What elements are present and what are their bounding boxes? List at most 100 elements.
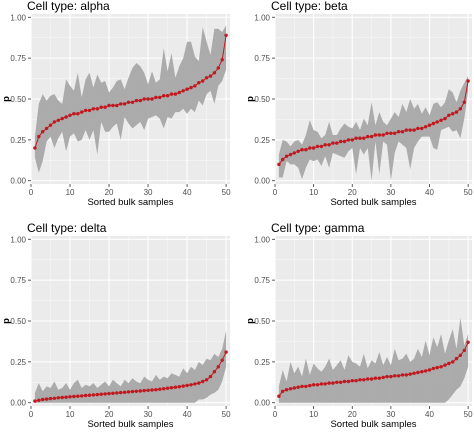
data-point — [150, 97, 154, 101]
data-point — [103, 105, 107, 109]
data-point — [95, 107, 100, 111]
data-point — [99, 392, 103, 396]
data-point — [373, 133, 378, 137]
data-point — [146, 388, 150, 392]
data-point — [165, 386, 170, 390]
y-tick-label: 0.00 — [254, 399, 270, 408]
data-point — [427, 368, 432, 372]
y-tick-label: 0.25 — [254, 136, 270, 145]
data-point — [443, 116, 447, 121]
y-tick-label: 0.25 — [10, 358, 26, 367]
data-point — [87, 108, 92, 113]
data-point — [76, 394, 80, 398]
data-point — [142, 97, 146, 101]
data-point — [44, 126, 49, 131]
data-point — [451, 360, 455, 364]
data-point — [346, 138, 351, 142]
x-tick-label: 20 — [105, 410, 114, 419]
data-point — [122, 390, 127, 394]
y-tick-label: 0.50 — [254, 317, 270, 326]
data-point — [189, 383, 193, 387]
data-point — [185, 87, 189, 91]
data-point — [165, 94, 170, 98]
data-point — [204, 378, 209, 382]
data-point — [41, 397, 45, 402]
data-point — [80, 394, 84, 398]
y-tick-label: 0.50 — [10, 317, 26, 326]
data-point — [224, 33, 228, 37]
data-point — [91, 393, 96, 397]
y-tick-label: 0.00 — [10, 399, 26, 408]
data-point — [146, 97, 150, 101]
data-point — [126, 100, 131, 105]
data-point — [281, 157, 285, 162]
data-point — [201, 79, 205, 83]
data-point — [126, 390, 131, 394]
data-point — [288, 152, 293, 157]
data-point — [354, 379, 358, 383]
data-point — [173, 385, 178, 389]
data-point — [335, 380, 339, 384]
y-axis-title: p — [245, 318, 256, 324]
panel-title: Cell type: alpha — [27, 0, 110, 13]
data-point — [396, 374, 401, 378]
data-point — [201, 379, 205, 384]
data-point — [451, 112, 455, 116]
data-point — [400, 130, 405, 134]
data-point — [44, 397, 49, 401]
data-point — [216, 66, 220, 70]
x-tick-label: 30 — [386, 410, 395, 419]
data-point — [284, 154, 289, 158]
data-point — [224, 350, 228, 354]
data-point — [154, 388, 158, 392]
data-point — [412, 128, 416, 132]
data-point — [447, 113, 451, 118]
data-point — [339, 139, 343, 144]
x-axis-title: Sorted bulk samples — [87, 197, 173, 208]
data-point — [284, 388, 289, 392]
y-tick-label: 0.25 — [10, 136, 26, 145]
x-tick-label: 40 — [425, 410, 434, 419]
x-tick-label: 30 — [144, 410, 153, 419]
data-point — [327, 143, 331, 147]
data-point — [220, 58, 224, 62]
y-tick-label: 1.00 — [254, 235, 270, 244]
data-point — [162, 94, 166, 98]
data-point — [193, 84, 197, 88]
data-point — [95, 392, 100, 397]
data-point — [331, 141, 335, 145]
data-point — [466, 79, 470, 83]
data-point — [48, 123, 53, 127]
y-axis-title: p — [245, 96, 256, 102]
data-point — [431, 121, 436, 126]
x-tick-label: 10 — [66, 188, 75, 197]
x-tick-label: 20 — [105, 188, 114, 197]
x-tick-label: 30 — [144, 188, 153, 197]
data-point — [400, 373, 405, 377]
data-point — [216, 365, 220, 369]
data-point — [458, 107, 463, 111]
confidence-band — [278, 76, 469, 181]
data-point — [208, 374, 213, 379]
data-point — [296, 385, 300, 389]
x-tick-label: 0 — [29, 410, 34, 419]
x-tick-label: 40 — [183, 410, 192, 419]
y-axis-title: p — [1, 318, 12, 324]
data-point — [362, 378, 366, 382]
data-point — [296, 149, 300, 153]
data-point — [381, 133, 385, 137]
y-tick-label: 0.75 — [254, 276, 270, 285]
data-point — [158, 387, 162, 391]
x-tick-label: 50 — [222, 410, 231, 419]
confidence-band — [34, 330, 227, 403]
y-tick-label: 1.00 — [10, 13, 26, 22]
x-axis-title: Sorted bulk samples — [330, 197, 416, 208]
data-point — [408, 372, 412, 376]
data-point — [41, 130, 45, 134]
data-point — [462, 100, 466, 105]
data-point — [339, 380, 343, 384]
data-point — [404, 128, 408, 132]
data-point — [331, 381, 335, 385]
data-point — [33, 146, 37, 150]
x-tick-label: 0 — [273, 188, 278, 197]
